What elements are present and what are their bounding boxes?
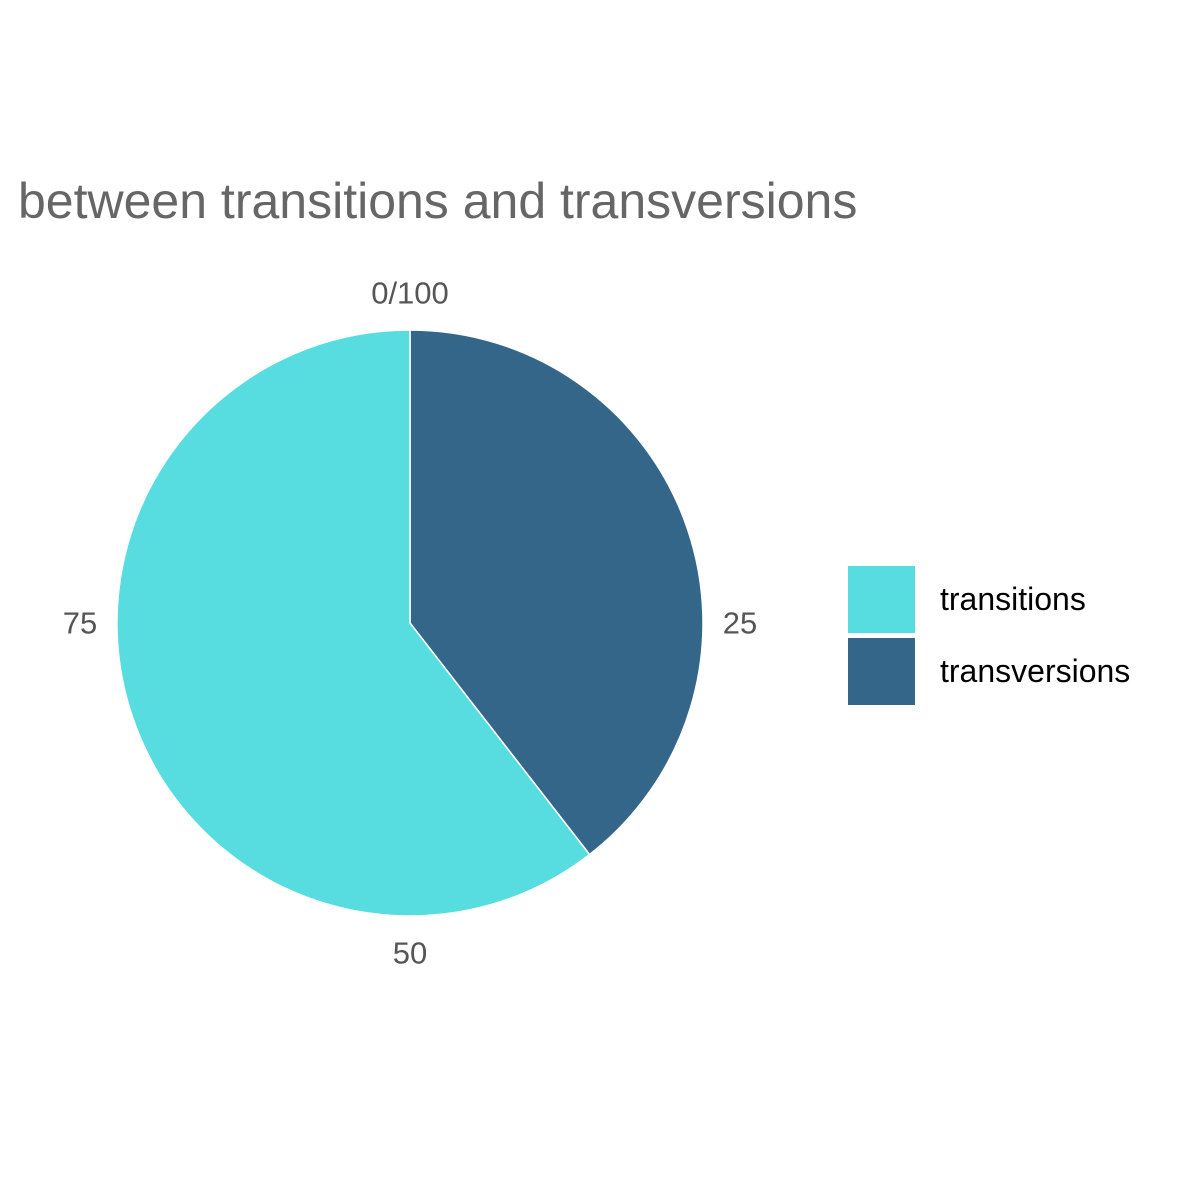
chart-title: between transitions and transversions [18,173,858,229]
pie-slice-transversions [409,329,704,856]
legend-item-transitions: transitions [848,566,1130,633]
tick-label-0: 0/100 [371,276,449,311]
pie-slice-transitions [116,329,591,917]
pie-tick-labels: 0/100 25 50 75 [63,276,757,971]
legend-label-transversions: transversions [940,653,1131,689]
tick-label-50: 50 [393,936,427,971]
legend: transitions transversions [848,566,1130,710]
legend-swatch-transversions [848,638,915,705]
tick-label-25: 25 [723,606,757,641]
legend-swatch-transitions [848,566,915,633]
legend-item-transversions: transversions [848,638,1130,705]
legend-label-transitions: transitions [940,581,1086,617]
pie-slices [116,329,704,917]
tick-label-75: 75 [63,606,97,641]
